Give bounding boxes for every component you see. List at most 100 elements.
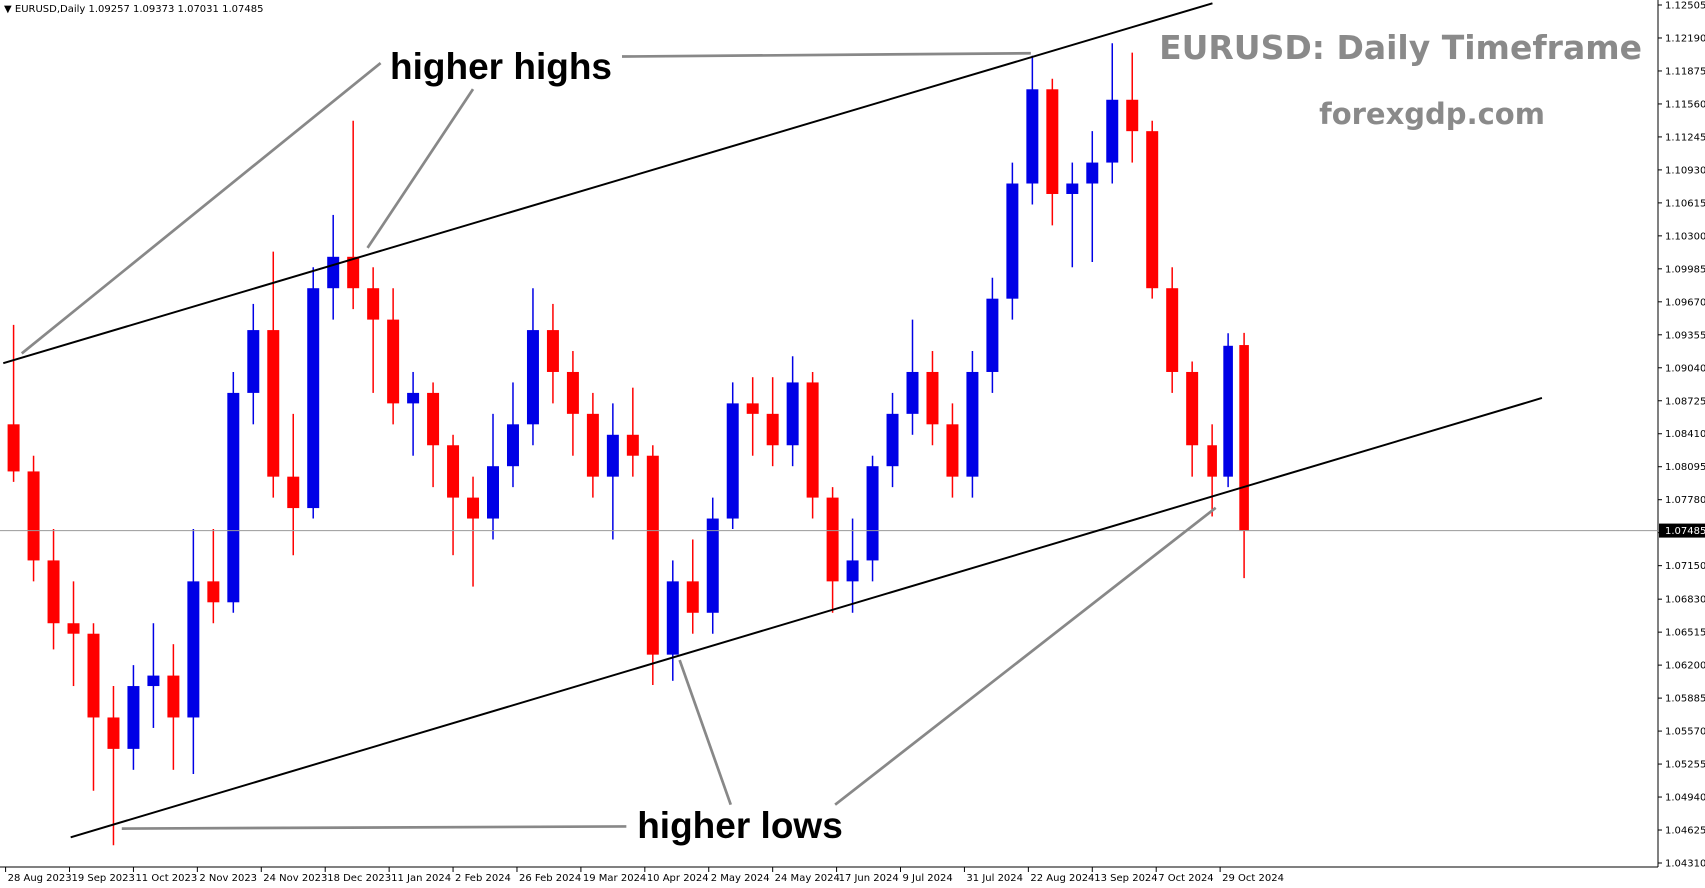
y-tick-label: 1.09040 [1665, 363, 1705, 374]
current-price-label: 1.07485 [1665, 526, 1705, 537]
x-tick-label: 19 Sep 2023 [72, 873, 135, 884]
y-tick-label: 1.09670 [1665, 297, 1705, 308]
candle-body [367, 288, 380, 320]
candle-body [886, 413, 899, 467]
pointer-line [678, 659, 733, 806]
candle-body [127, 686, 140, 749]
y-tick-label: 1.05885 [1665, 694, 1705, 705]
x-tick-label: 26 Feb 2024 [519, 873, 581, 884]
candle-body [526, 330, 539, 425]
candle-body [87, 633, 100, 718]
candle-body [706, 518, 719, 613]
candle-body [187, 581, 200, 718]
candle-body [1239, 345, 1249, 531]
y-tick-label: 1.11560 [1665, 99, 1705, 110]
x-tick-label: 11 Jan 2024 [391, 873, 451, 884]
candle-body [666, 581, 679, 655]
y-tick-label: 1.06515 [1665, 628, 1705, 639]
candle-body [1146, 131, 1159, 289]
annotation: higher lows [637, 805, 843, 846]
y-tick-label: 1.05255 [1665, 760, 1705, 771]
x-tick-label: 22 Aug 2024 [1030, 873, 1094, 884]
x-tick-label: 11 Oct 2023 [135, 873, 197, 884]
candle-body [1223, 345, 1233, 477]
candle-body [327, 256, 340, 289]
candle-body [606, 434, 619, 477]
candle-body [1026, 89, 1039, 184]
candle-body [387, 319, 400, 404]
candle-body [1207, 445, 1217, 477]
pointer-line [621, 51, 1031, 58]
candle-body [287, 476, 300, 509]
candle-body [506, 424, 519, 467]
chart-title: EURUSD: Daily Timeframe [1159, 28, 1642, 67]
x-tick-label: 28 Aug 2023 [8, 873, 72, 884]
y-tick-label: 1.07780 [1665, 495, 1705, 506]
candle-body [107, 717, 120, 749]
candle-body [586, 413, 599, 477]
candle-body [926, 371, 939, 425]
pointer-line [834, 506, 1217, 806]
pointer-line [20, 62, 382, 355]
lower-trendline [70, 397, 1543, 839]
candle-body [826, 497, 839, 582]
candle-body [726, 403, 739, 519]
y-tick-label: 1.11875 [1665, 66, 1705, 77]
candle-body [467, 497, 480, 519]
candle-body [626, 434, 639, 456]
candle-body [1086, 162, 1099, 184]
x-tick-label: 18 Dec 2023 [327, 873, 391, 884]
y-tick-label: 1.10615 [1665, 198, 1705, 209]
candle-body [646, 455, 659, 655]
candle-body [27, 471, 40, 561]
x-tick-label: 24 May 2024 [775, 873, 840, 884]
current-price-box [1659, 523, 1705, 538]
chart-subtitle: forexgdp.com [1319, 97, 1545, 131]
x-tick-label: 17 Jun 2024 [839, 873, 899, 884]
x-tick-label: 7 Oct 2024 [1158, 873, 1213, 884]
candle-body [946, 424, 959, 477]
x-tick-label: 13 Sep 2024 [1094, 873, 1157, 884]
pointer-line [366, 88, 475, 249]
candle-body [167, 675, 180, 718]
candle-body [487, 466, 499, 519]
y-tick-label: 1.04940 [1665, 793, 1705, 804]
x-tick-label: 9 Jul 2024 [903, 873, 953, 884]
x-tick-label: 29 Oct 2024 [1222, 873, 1284, 884]
y-tick-label: 1.08725 [1665, 396, 1705, 407]
candle-body [566, 371, 579, 414]
candle-body [147, 675, 160, 687]
candle-body [786, 382, 799, 446]
y-tick-label: 1.09355 [1665, 330, 1705, 341]
y-tick-label: 1.04625 [1665, 826, 1705, 837]
candle-body [546, 330, 559, 372]
candle-body [906, 371, 919, 414]
y-tick-label: 1.11245 [1665, 132, 1705, 143]
y-tick-label: 1.05570 [1665, 727, 1705, 738]
candle-body [866, 466, 879, 561]
y-tick-label: 1.08410 [1665, 429, 1705, 440]
candle-body [1006, 183, 1019, 299]
candle-body [746, 403, 759, 414]
candle-body [806, 382, 819, 498]
candle-body [247, 330, 260, 393]
candle-body [1186, 371, 1199, 446]
candle-body [846, 560, 859, 582]
candle-body [207, 581, 220, 603]
candle-body [347, 256, 360, 289]
y-tick-label: 1.07150 [1665, 561, 1705, 572]
y-tick-label: 1.10930 [1665, 165, 1705, 176]
y-tick-label: 1.10300 [1665, 231, 1705, 242]
candle-body [986, 298, 999, 372]
candle-body [267, 330, 280, 477]
candle-body [227, 392, 240, 603]
candle-body [1166, 288, 1179, 372]
x-tick-label: 19 Mar 2024 [583, 873, 646, 884]
y-tick-label: 1.09985 [1665, 264, 1705, 275]
candle-body [1106, 99, 1119, 163]
y-tick-label: 1.06830 [1665, 595, 1705, 606]
candle-body [407, 392, 420, 404]
candles [0, 43, 1658, 846]
